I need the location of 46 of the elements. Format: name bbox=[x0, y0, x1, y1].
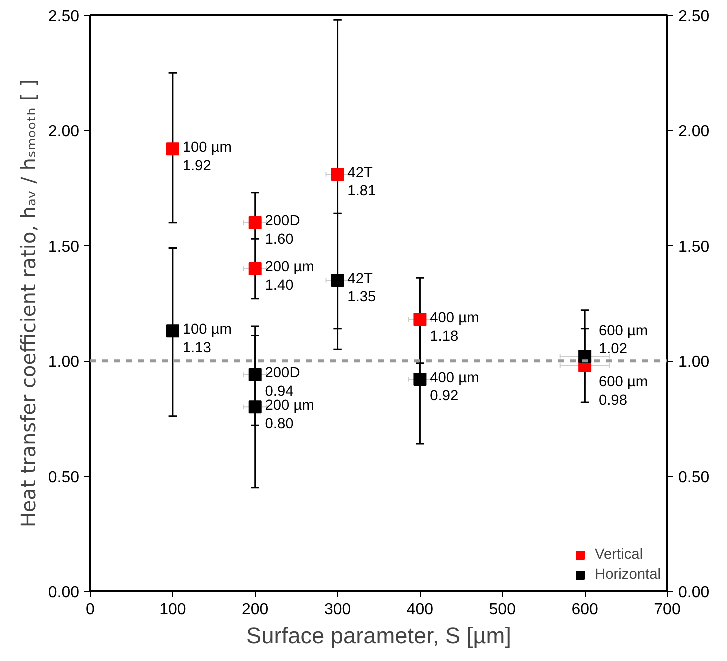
y2-tick-label: 0.50 bbox=[678, 469, 710, 486]
point bbox=[331, 274, 344, 287]
y-tick-label: 2.00 bbox=[48, 124, 80, 141]
x-tick-label: 100 bbox=[160, 602, 186, 618]
y-tick-label: 0.50 bbox=[48, 469, 80, 486]
y2-tick-label: 1.00 bbox=[678, 354, 710, 372]
x-tick-label: 0 bbox=[86, 602, 96, 618]
point bbox=[248, 368, 262, 382]
annotation: 100 µm 1.13 bbox=[182, 322, 232, 356]
legend-label: Horizontal bbox=[595, 567, 661, 583]
x-tick-label: 200 bbox=[242, 602, 269, 618]
y2-tick-label: 1.50 bbox=[678, 238, 710, 256]
point bbox=[414, 313, 427, 326]
annotation: 200 µm 0.80 bbox=[265, 398, 314, 432]
annotation: 200 µm 1.40 bbox=[265, 260, 314, 294]
annotation: 400 µm 0.92 bbox=[430, 370, 480, 405]
point bbox=[248, 400, 262, 414]
y-tick-label: 1.50 bbox=[48, 238, 80, 256]
annotation: 600 µm 1.02 bbox=[598, 323, 648, 358]
legend-label: Vertical bbox=[595, 547, 644, 563]
x-tick-label: 600 bbox=[572, 602, 599, 618]
x-tick-label: 700 bbox=[654, 602, 681, 618]
x-tick-label: 300 bbox=[324, 602, 352, 618]
x-tick-label: 400 bbox=[406, 602, 434, 618]
point bbox=[248, 216, 262, 230]
annotation: 400 µm 1.18 bbox=[430, 310, 480, 345]
y-axis-title: Heat transfer coefficient ratio, hₐᵥ / hₛₘₒₒₜₕ [ ] bbox=[16, 79, 40, 528]
y-tick-label: 0.00 bbox=[48, 584, 80, 602]
point bbox=[331, 168, 344, 181]
y2-tick-label: 2.00 bbox=[678, 124, 710, 141]
annotation: 200D 1.60 bbox=[265, 214, 300, 248]
y2-tick-label: 0.00 bbox=[678, 584, 710, 602]
y2-tick-label: 2.50 bbox=[678, 8, 710, 26]
x-tick-label: 500 bbox=[489, 602, 516, 618]
point bbox=[414, 373, 427, 386]
point bbox=[248, 262, 262, 276]
point bbox=[166, 324, 180, 338]
x-axis-title: Surface parameter, S [µm] bbox=[246, 622, 512, 648]
y-tick-label: 2.50 bbox=[48, 8, 80, 26]
y-tick-label: 1.00 bbox=[48, 354, 80, 372]
point bbox=[166, 142, 180, 156]
annotation: 42T 1.81 bbox=[348, 165, 376, 200]
annotation: 600 µm 0.98 bbox=[598, 374, 648, 409]
annotation: 100 µm 1.92 bbox=[182, 140, 232, 174]
annotation: 200D 0.94 bbox=[265, 366, 300, 400]
annotation: 42T 1.35 bbox=[348, 271, 376, 306]
